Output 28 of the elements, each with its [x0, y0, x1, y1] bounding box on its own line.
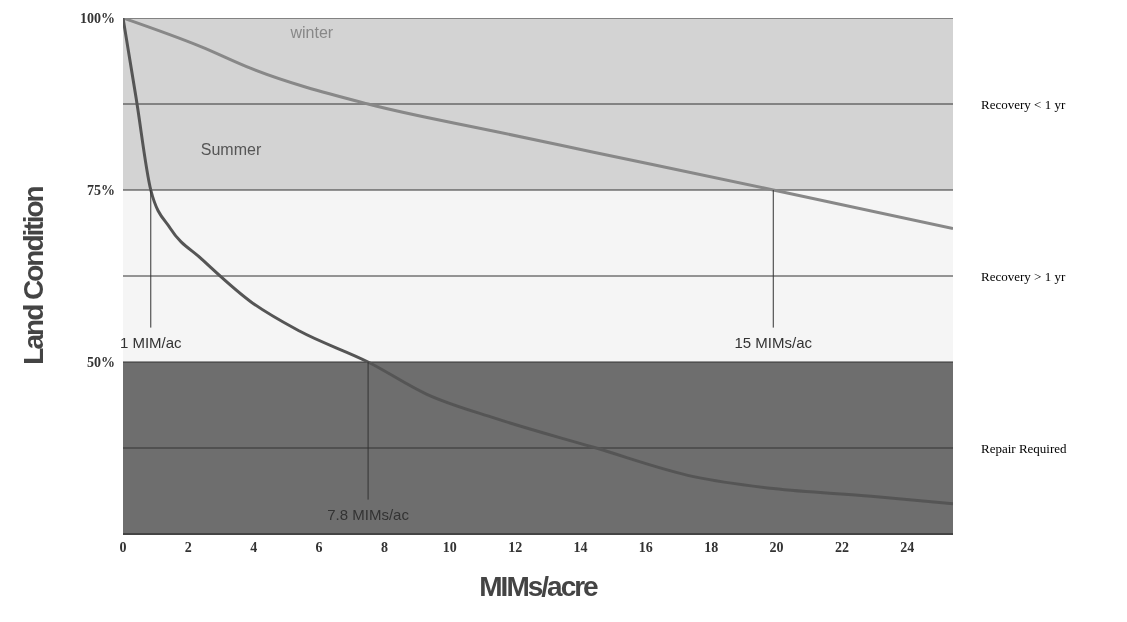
x-tick-label: 12 — [508, 539, 523, 555]
line-series — [123, 18, 953, 231]
y-tick-label: 50% — [87, 354, 115, 370]
x-tick-label: 20 — [769, 539, 784, 555]
x-tick-label: 0 — [119, 539, 127, 555]
line-series — [123, 18, 953, 506]
text: winter — [289, 24, 334, 42]
x-axis-title: MIMs/acre — [479, 571, 599, 602]
x-tick-label: 22 — [834, 539, 849, 555]
annotation: 1 MIM/ac — [119, 334, 183, 352]
annotation: 7.8 MIMs/ac — [327, 506, 410, 524]
text: Summer — [200, 141, 262, 158]
x-tick-label: 24 — [900, 539, 915, 555]
x-tick-label: 14 — [573, 539, 588, 555]
y-axis-title: Land Condition — [17, 186, 49, 365]
band-label: Recovery < 1 yr — [981, 96, 1066, 112]
x-tick-label: 2 — [184, 539, 192, 555]
x-tick-label: 16 — [638, 539, 653, 555]
x-tick-label: 18 — [704, 539, 719, 555]
x-tick-label: 8 — [380, 539, 388, 555]
annotation: 15 MIMs/ac — [734, 334, 813, 352]
band-label: Repair Required — [981, 440, 1068, 456]
y-tick-label: 75% — [87, 182, 115, 198]
x-tick-label: 10 — [442, 539, 457, 555]
x-tick-label: 6 — [315, 539, 323, 555]
x-tick-label: 4 — [250, 539, 258, 555]
band-label: Recovery > 1 yr — [981, 268, 1066, 284]
y-tick-label: 100% — [80, 10, 115, 26]
